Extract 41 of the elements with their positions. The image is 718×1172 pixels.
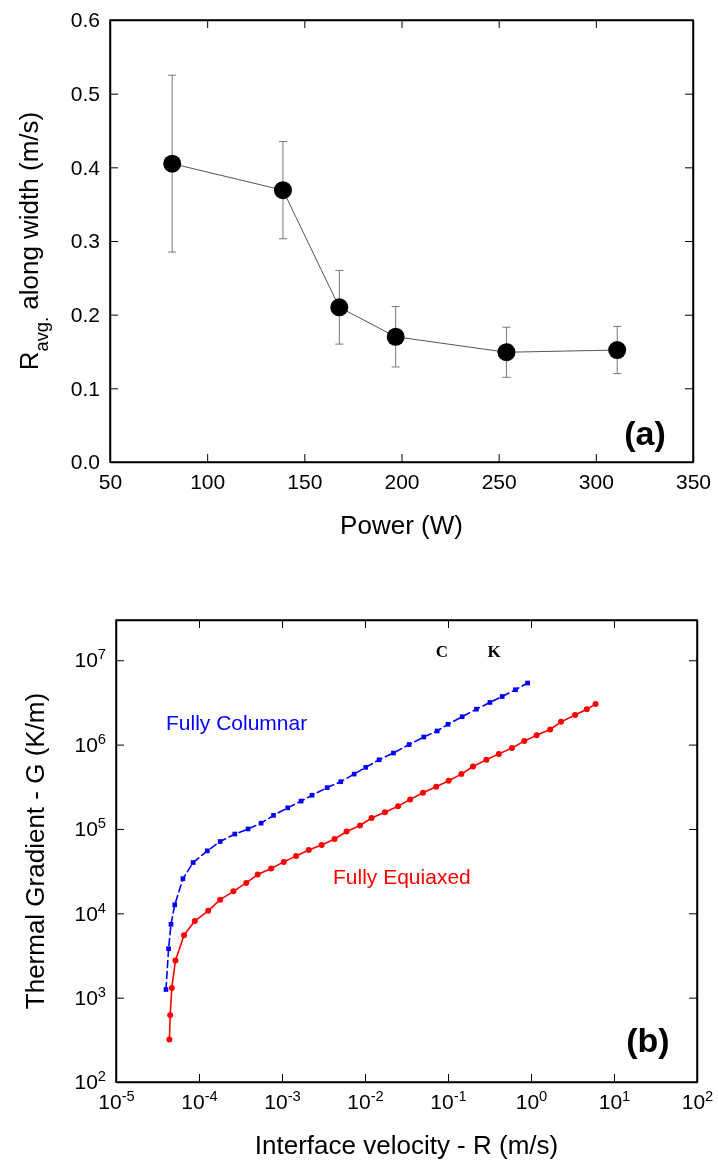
x-tick-label: 10$^{-4}$: [181, 1087, 218, 1113]
x-tick-label: 10$^{-3}$: [264, 1087, 301, 1113]
x-tick-label: 10$^{-1}$: [430, 1087, 467, 1113]
y-axis-title: Thermal Gradient - G (K/m): [20, 692, 50, 1010]
x-tick-label: 10$^{2}$: [681, 1087, 714, 1113]
x-axis-title: Power (W): [340, 510, 463, 540]
y-tick-label: 10$^{6}$: [74, 730, 106, 756]
y-tick-label: 10$^{5}$: [74, 815, 106, 841]
annotation: K: [487, 642, 502, 661]
x-tick-label: 350: [675, 469, 712, 493]
y-tick-label: 0.4: [70, 155, 101, 179]
y-tick-label: 0.1: [70, 376, 100, 400]
x-tick-label: 150: [287, 469, 323, 493]
x-tick-label: 200: [384, 469, 420, 493]
series-label: Fully Equiaxed: [333, 865, 471, 888]
point: [330, 298, 349, 317]
y-tick-label: 0.0: [70, 450, 100, 474]
annotation: (b): [626, 1021, 670, 1059]
y-tick-label: 0.6: [70, 8, 100, 32]
point: [608, 341, 627, 360]
y-tick-label: 0.2: [70, 302, 100, 326]
y-tick-label: 10$^{7}$: [74, 646, 106, 672]
x-tick-label: 100: [190, 469, 226, 493]
y-tick-label: 0.3: [70, 229, 100, 253]
annotation: C: [435, 642, 449, 661]
text: Fully Columnar: [166, 711, 308, 734]
point: [273, 181, 292, 200]
x-tick-label: 10$^{0}$: [515, 1087, 548, 1113]
x-tick-label: 10$^{1}$: [598, 1087, 631, 1113]
x-tick-label: 50: [98, 469, 123, 493]
point: [163, 154, 182, 173]
x-tick-label: 250: [481, 469, 517, 493]
y-tick-label: 0.5: [70, 81, 100, 105]
x-tick-label: 300: [578, 469, 614, 493]
annotation: (a): [624, 414, 666, 452]
point: [497, 343, 516, 362]
point: [386, 327, 405, 346]
y-tick-label: 10$^{4}$: [74, 899, 106, 925]
y-tick-label: 10$^{3}$: [74, 983, 106, 1009]
x-tick-label: 10$^{-2}$: [347, 1087, 384, 1113]
x-axis-title: Interface velocity - R (m/s): [254, 1130, 559, 1160]
